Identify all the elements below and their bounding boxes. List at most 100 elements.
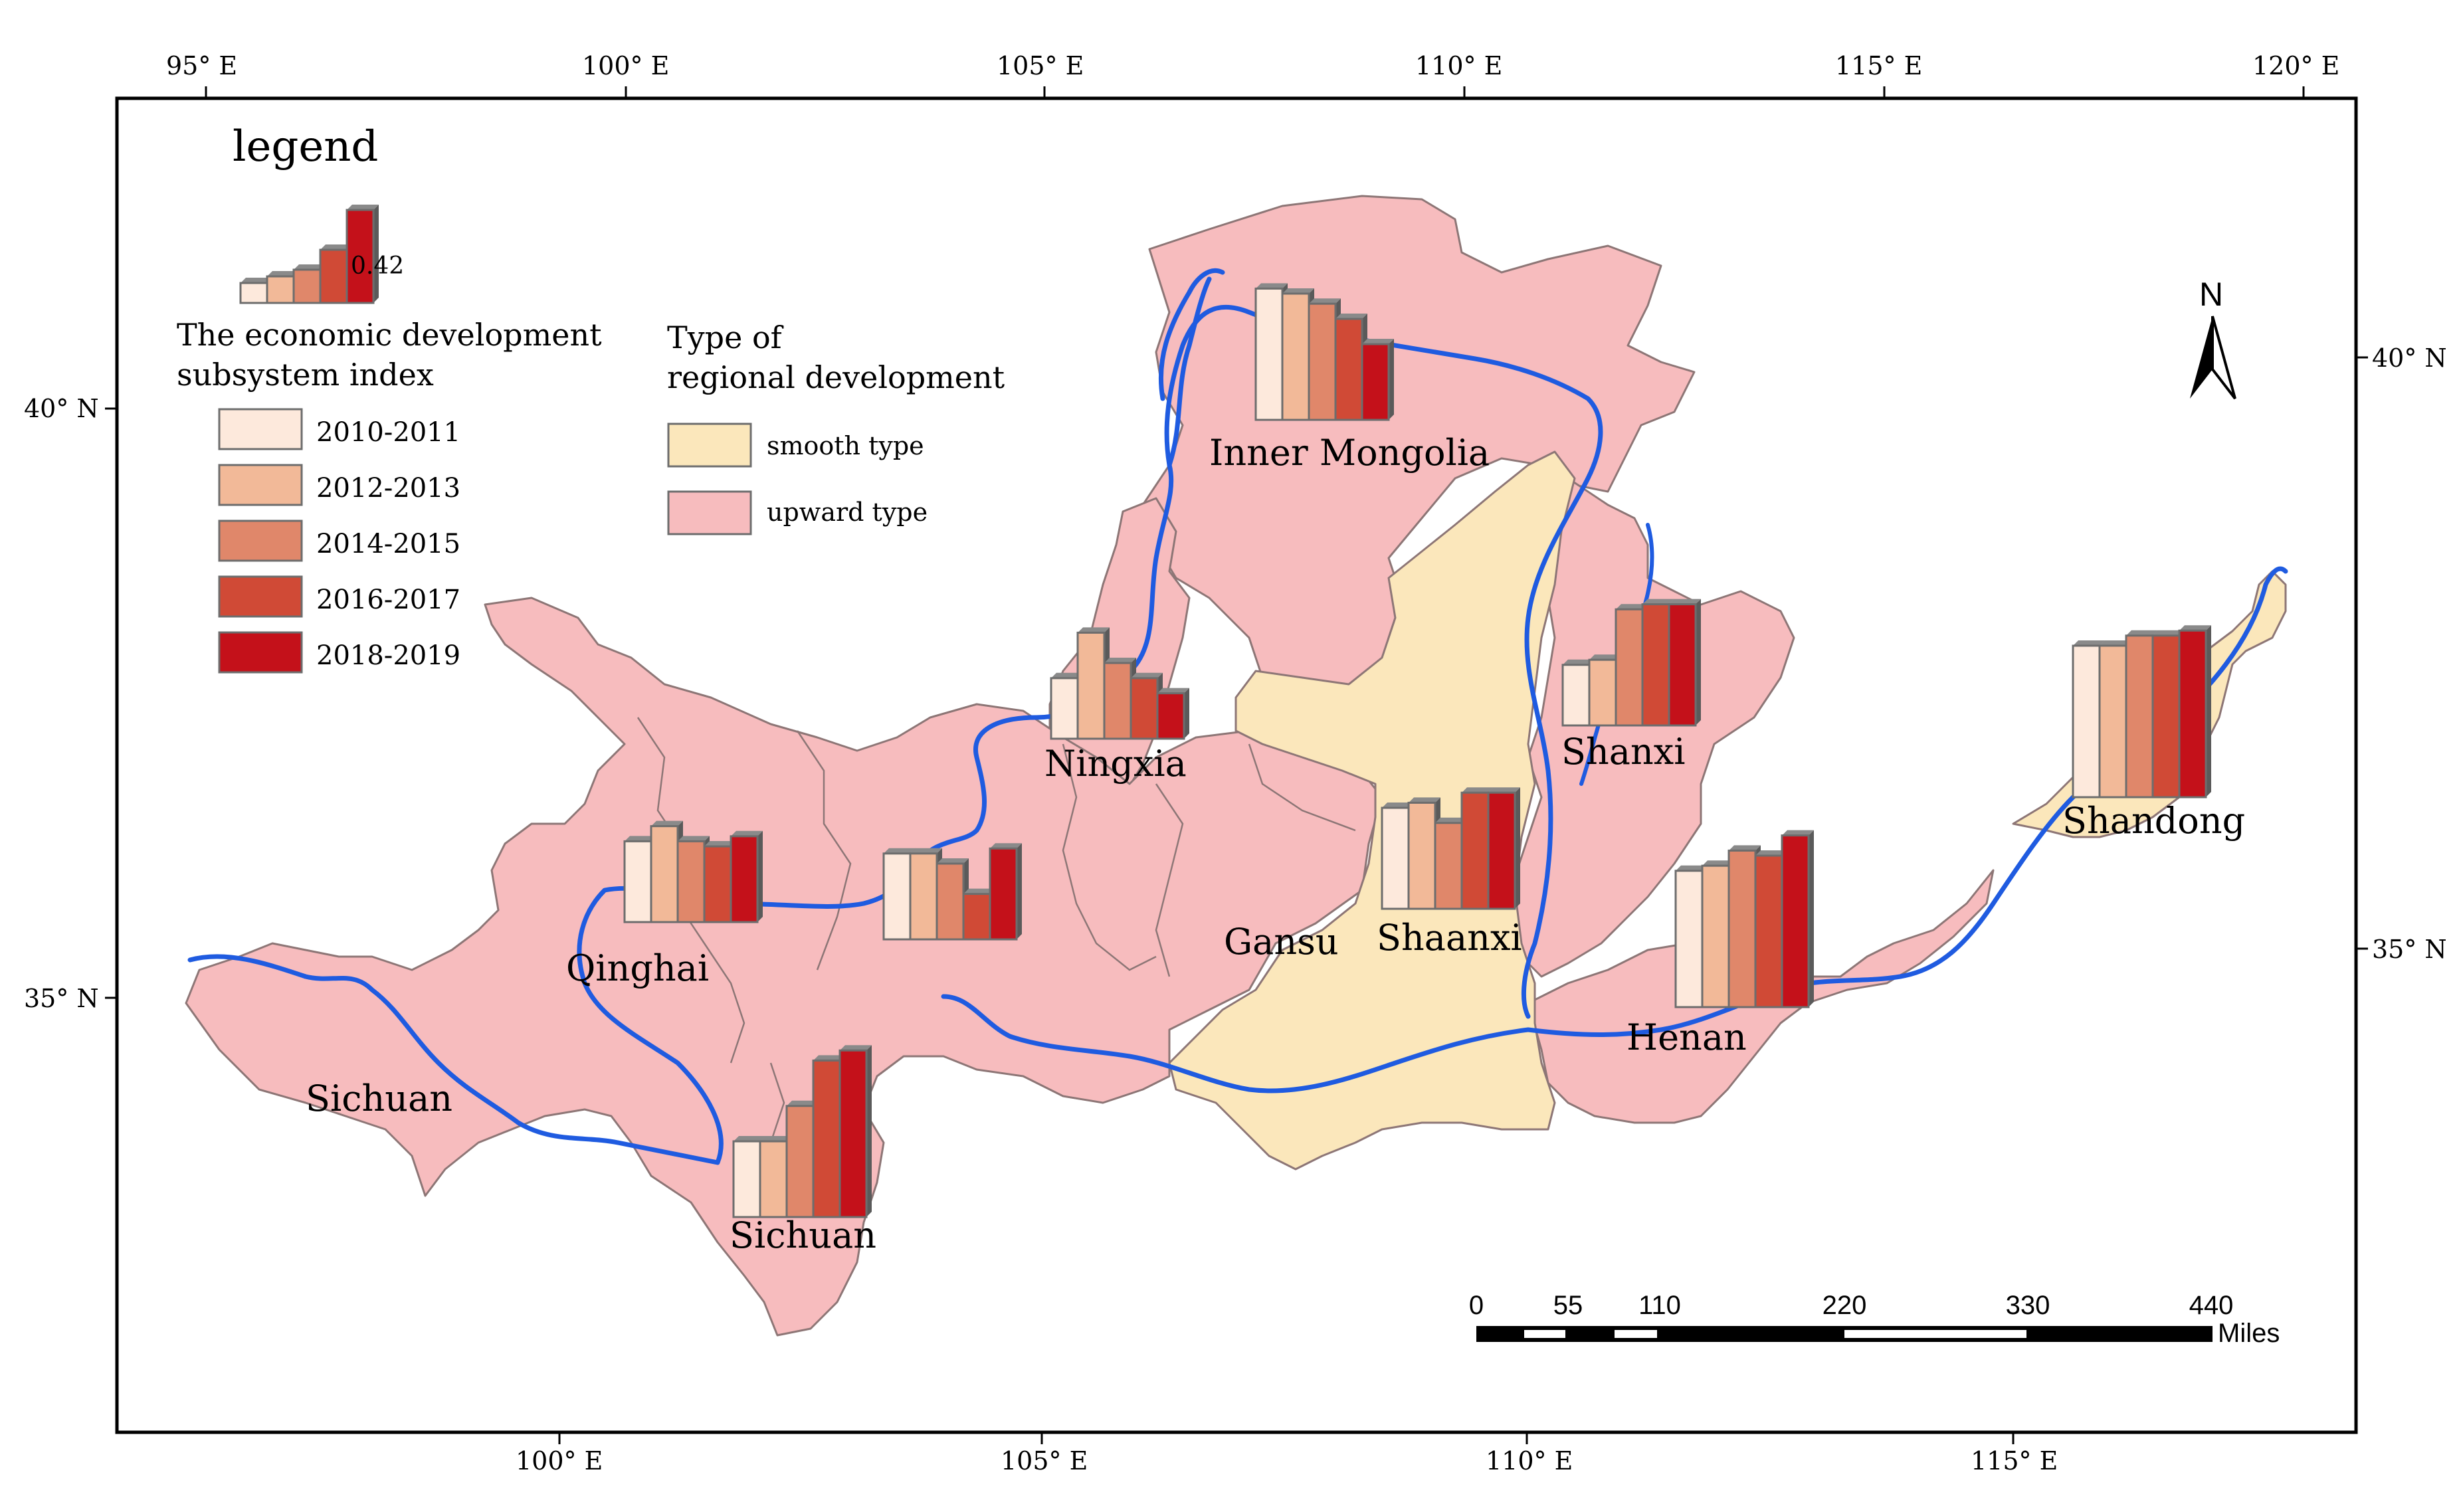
chart-bar-cap — [1335, 314, 1367, 319]
chart-bar — [1781, 834, 1810, 1008]
scale-bar: 0 55 110 220 330 440 Miles — [1469, 1291, 2280, 1348]
legend-swatch-smooth-type — [667, 423, 752, 468]
chart-bar — [962, 893, 991, 941]
legend-swatch-2014-2015 — [218, 520, 303, 562]
north-arrow-label: N — [2199, 276, 2223, 313]
right-lat-label: 35° N — [2372, 935, 2447, 964]
chart-bar-cap — [1309, 298, 1341, 304]
chart-bar-cap — [2073, 640, 2105, 646]
chart-bar — [1460, 791, 1490, 910]
legend-sample-bar-cap — [347, 205, 379, 210]
chart-bar-side — [1184, 688, 1189, 739]
chart-bar — [730, 835, 759, 923]
chart-bar — [2098, 644, 2127, 799]
chart-bar-side — [2206, 625, 2211, 797]
legend-type-title-line2: regional development — [667, 359, 1005, 395]
river-tributary-north — [1167, 276, 1212, 468]
chart-bar-cap — [2100, 640, 2131, 646]
chart-bar — [1334, 318, 1363, 421]
top-lon-label: 115° E — [1835, 51, 1922, 80]
chart-bar — [1281, 292, 1310, 421]
legend-sample-bar — [239, 282, 268, 304]
region-label-sichuan-west: Sichuan — [306, 1078, 452, 1119]
region-label-inner-mongolia: Inner Mongolia — [1209, 432, 1490, 474]
region-gansu-qinghai — [185, 597, 1383, 1337]
region-label-shandong: Shandong — [2062, 800, 2245, 842]
chart-bar — [1076, 631, 1106, 740]
chart-bar — [650, 825, 679, 923]
legend-swatch-2016-2017 — [218, 575, 303, 618]
chart-bar-cap — [990, 843, 1022, 849]
legend-period-label: 2012-2013 — [316, 473, 460, 504]
chart-bar-cap — [678, 836, 710, 842]
chart-bar — [703, 845, 732, 923]
chart-bar — [1674, 870, 1704, 1008]
chart-bar — [676, 840, 706, 923]
region-chart-shanxi — [1561, 599, 1701, 727]
chart-bar-cap — [1282, 288, 1314, 294]
chart-bar-cap — [1104, 658, 1136, 663]
chart-bar — [1254, 287, 1284, 421]
region-label-shaanxi: Shaanxi — [1377, 917, 1522, 959]
legend-sample-value: 0.42 — [351, 252, 404, 280]
bottom-lon-label: 100° E — [516, 1446, 603, 1475]
chart-bar-cap — [1676, 865, 1708, 871]
chart-bar-cap — [625, 836, 656, 842]
legend-sample-bar-cap — [294, 264, 326, 270]
chart-bar — [2125, 634, 2154, 799]
chart-bar-cap — [1729, 845, 1761, 851]
chart-bar-cap — [1563, 659, 1595, 665]
region-label-ningxia: Ningxia — [1044, 743, 1187, 785]
legend-period-label: 2014-2015 — [316, 529, 460, 559]
chart-bar-cap — [1702, 860, 1734, 866]
left-lat-label: 35° N — [24, 984, 99, 1013]
chart-bar — [1434, 822, 1463, 910]
north-arrow-icon — [2190, 316, 2213, 399]
scale-bar-tick: 0 — [1469, 1291, 1484, 1320]
legend-sample-bar — [345, 209, 375, 304]
chart-bar-cap — [910, 848, 942, 854]
chart-bar — [2151, 634, 2181, 799]
chart-bar-side — [866, 1045, 872, 1217]
chart-bar — [935, 862, 965, 941]
graticule-ticks — [105, 86, 2368, 1444]
chart-bar-side — [1696, 599, 1701, 725]
region-chart-ningxia — [1050, 627, 1189, 740]
legend-sample-bar — [292, 268, 322, 304]
chart-bar — [785, 1105, 815, 1218]
chart-bar — [732, 1140, 761, 1218]
chart-bar-cap — [731, 830, 763, 836]
chart-bar-cap — [2179, 625, 2211, 631]
legend-type-title-line1: Type of — [667, 320, 784, 355]
bottom-lon-label: 110° E — [1486, 1446, 1573, 1475]
chart-bar — [1308, 302, 1337, 421]
legend-period-label: 2018-2019 — [316, 640, 460, 671]
bottom-lon-label: 105° E — [1001, 1446, 1088, 1475]
graticule-labels: 95° E 100° E 105° E 110° E 115° E 120° E… — [24, 51, 2447, 1475]
chart-bar-cap — [787, 1100, 819, 1106]
river-main-course — [187, 304, 1603, 1165]
chart-bar-cap — [1382, 803, 1414, 808]
chart-bar — [1050, 677, 1079, 740]
scale-bar-tick: 330 — [2006, 1291, 2050, 1320]
region-chart-shaanxi — [1381, 787, 1520, 910]
top-lon-label: 120° E — [2252, 51, 2339, 80]
legend-sample-bar-side — [373, 205, 379, 303]
chart-bar-cap — [1642, 599, 1674, 605]
chart-bar-cap — [704, 841, 736, 846]
chart-bar — [1754, 854, 1783, 1008]
river-tributary-north-2 — [1158, 268, 1225, 401]
chart-bar-cap — [1362, 339, 1394, 344]
chart-bar — [1588, 658, 1617, 727]
region-labels: Inner Mongolia Ningxia Shanxi Shaanxi Ga… — [306, 432, 2245, 1256]
chart-bar — [1130, 677, 1159, 740]
scale-bar-tick: 220 — [1822, 1291, 1867, 1320]
chart-bar — [812, 1059, 841, 1218]
chart-bar — [1487, 791, 1516, 910]
right-lat-label: 40° N — [2372, 343, 2447, 373]
legend-sample-bar — [319, 248, 348, 304]
chart-bar — [1641, 603, 1670, 727]
chart-bar-cap — [1589, 654, 1621, 660]
chart-bar-cap — [1078, 627, 1110, 633]
left-lat-label: 40° N — [24, 394, 99, 423]
